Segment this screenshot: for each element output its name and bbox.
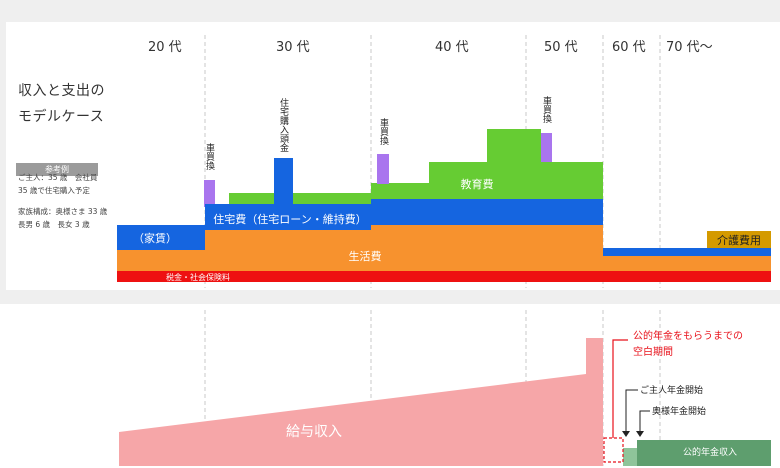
care-label: 介護費用 bbox=[717, 233, 761, 247]
husband-pension-arrow bbox=[622, 431, 630, 437]
down-payment-bar bbox=[274, 158, 293, 204]
education-label: 教育費 bbox=[461, 177, 494, 191]
living-label: 生活費 bbox=[349, 249, 382, 263]
side-panel: 収入と支出の モデルケース 参考例 ご主人：35 歳 会社員 35 歳で住宅購入… bbox=[6, 22, 108, 290]
decade-60s: 60 代 bbox=[612, 40, 646, 55]
reference-badge: 参考例 bbox=[16, 163, 98, 176]
wife-pension-arrow bbox=[636, 431, 644, 437]
decade-30s: 30 代 bbox=[276, 40, 310, 55]
down-payment-label: 住宅購入頭金 bbox=[278, 97, 289, 152]
car-purchase-bar-2 bbox=[377, 154, 389, 184]
gap-label-line2: 空白期間 bbox=[633, 345, 673, 358]
tax-label: 税金・社会保険料 bbox=[166, 272, 230, 282]
side-note-husband: ご主人：35 歳 会社員 bbox=[18, 173, 98, 182]
car-purchase-label-1: 車買換 bbox=[204, 142, 215, 171]
gap-callout-line bbox=[612, 339, 628, 438]
living-area bbox=[117, 225, 771, 271]
decade-50s: 50 代 bbox=[544, 40, 578, 55]
wife-pension-callout bbox=[639, 410, 650, 433]
housing-area bbox=[117, 199, 771, 256]
car-purchase-label-2: 車買換 bbox=[378, 117, 389, 146]
tax-bar bbox=[117, 271, 771, 282]
husband-pension-callout bbox=[625, 389, 638, 433]
husband-pension-step bbox=[623, 448, 637, 466]
side-title-line2: モデルケース bbox=[18, 109, 105, 125]
gap-period-box bbox=[603, 437, 624, 463]
side-note-children: 長男 6 歳 長女 3 歳 bbox=[18, 220, 90, 229]
car-purchase-bar-3 bbox=[541, 133, 552, 162]
side-title-line1: 収入と支出の bbox=[18, 83, 105, 99]
side-note-family: 家族構成：奥様さま 33 歳 bbox=[18, 207, 108, 216]
salary-label: 給与収入 bbox=[286, 424, 342, 440]
decade-40s: 40 代 bbox=[435, 40, 469, 55]
wife-pension-label: 奥様年金開始 bbox=[652, 405, 706, 417]
car-purchase-label-3: 車買換 bbox=[541, 95, 552, 124]
decade-70s: 70 代〜 bbox=[666, 40, 713, 55]
gap-label-line1: 公的年金をもらうまでの bbox=[633, 329, 743, 342]
care-bar bbox=[707, 231, 771, 248]
car-purchase-bar-1 bbox=[204, 180, 215, 207]
side-note-purchase: 35 歳で住宅購入予定 bbox=[18, 186, 90, 195]
decade-20s: 20 代 bbox=[148, 40, 182, 55]
public-pension-label: 公的年金収入 bbox=[683, 446, 737, 458]
housing-label: 住宅費（住宅ローン・維持費） bbox=[213, 212, 366, 226]
public-pension-area bbox=[637, 440, 771, 466]
rent-label: （家賃） bbox=[133, 231, 177, 245]
husband-pension-label: ご主人年金開始 bbox=[640, 384, 703, 396]
education-area bbox=[229, 129, 603, 204]
salary-area bbox=[119, 338, 603, 466]
